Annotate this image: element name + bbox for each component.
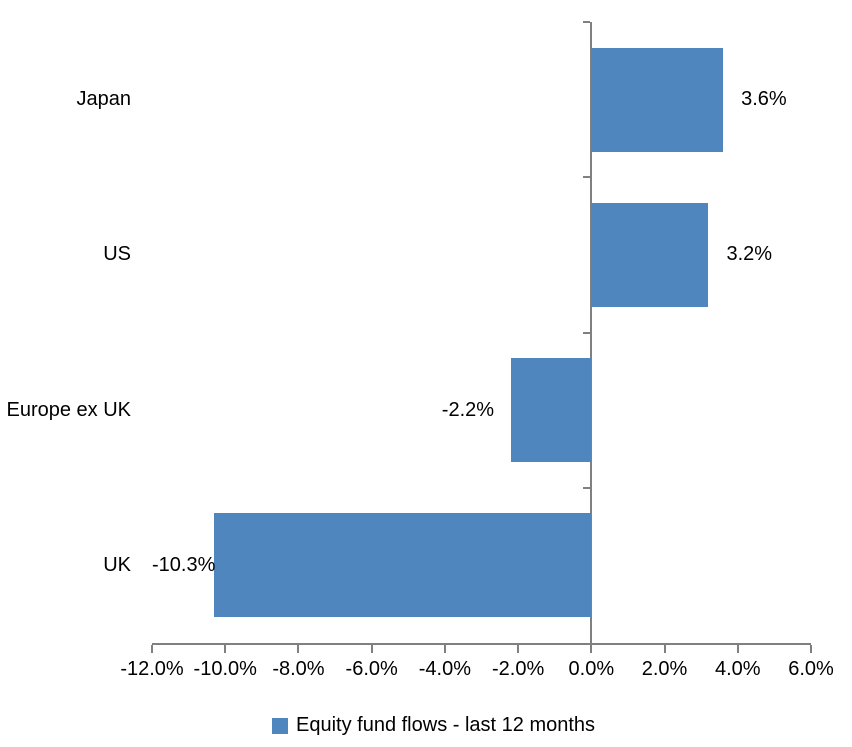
x-tick-label: -8.0% bbox=[272, 658, 325, 680]
data-label-uk: -10.3% bbox=[152, 553, 216, 576]
category-label-uk: UK bbox=[103, 553, 131, 576]
zero-axis-line bbox=[590, 22, 593, 653]
y-axis-tick bbox=[583, 21, 591, 23]
x-axis-tick bbox=[590, 645, 593, 653]
category-label-europe-ex-uk: Europe ex UK bbox=[6, 398, 131, 421]
x-axis-tick bbox=[224, 645, 227, 653]
y-axis-tick bbox=[583, 176, 591, 179]
category-label-us: US bbox=[103, 243, 131, 266]
x-tick-label: 6.0% bbox=[788, 658, 834, 680]
x-axis-line bbox=[152, 643, 811, 645]
legend-square-icon bbox=[272, 717, 288, 734]
y-axis-tick bbox=[583, 486, 591, 489]
x-tick-label: 0.0% bbox=[568, 658, 615, 680]
x-axis-tick bbox=[517, 645, 520, 653]
x-axis-tick bbox=[663, 645, 666, 653]
x-tick-label: -12.0% bbox=[120, 658, 184, 680]
x-tick-label: -6.0% bbox=[345, 658, 398, 680]
bar-uk bbox=[214, 513, 592, 618]
x-axis-tick bbox=[810, 645, 812, 653]
x-axis-tick bbox=[370, 645, 373, 653]
category-label-japan: Japan bbox=[76, 88, 132, 111]
x-axis-tick bbox=[151, 645, 153, 653]
data-label-us: 3.2% bbox=[726, 243, 773, 266]
x-tick-label: -10.0% bbox=[193, 658, 257, 680]
x-axis-tick bbox=[736, 645, 739, 653]
x-tick-label: 2.0% bbox=[641, 658, 688, 680]
data-label-europe-ex-uk: -2.2% bbox=[441, 398, 495, 421]
data-label-japan: 3.6% bbox=[741, 88, 787, 111]
x-axis-tick bbox=[443, 645, 446, 653]
x-tick-label: -4.0% bbox=[418, 658, 471, 680]
x-tick-label: -2.0% bbox=[491, 658, 545, 680]
bar-us bbox=[591, 202, 709, 307]
bar-japan bbox=[591, 47, 724, 152]
legend: Equity fund flows - last 12 months bbox=[272, 714, 595, 737]
bar-europe-ex-uk bbox=[510, 358, 592, 463]
x-axis-tick bbox=[297, 645, 300, 653]
legend-label: Equity fund flows - last 12 months bbox=[296, 714, 596, 736]
x-tick-label: 4.0% bbox=[714, 658, 761, 680]
y-axis-tick bbox=[583, 331, 591, 334]
